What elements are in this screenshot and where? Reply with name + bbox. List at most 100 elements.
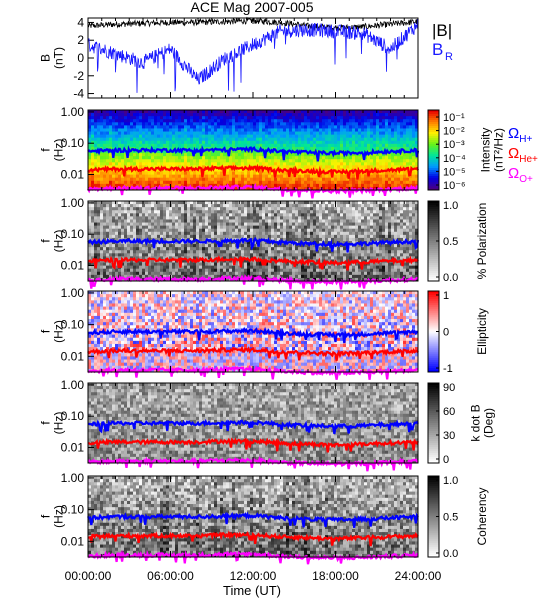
heatmap-cell bbox=[265, 219, 269, 223]
heatmap-cell bbox=[202, 262, 206, 267]
heatmap-cell bbox=[241, 222, 245, 227]
heatmap-cell bbox=[154, 122, 158, 126]
heatmap-cell bbox=[250, 216, 254, 220]
heatmap-cell bbox=[352, 116, 356, 120]
heatmap-cell bbox=[202, 146, 206, 151]
heatmap-cell bbox=[328, 140, 332, 145]
heatmap-cell bbox=[286, 137, 290, 142]
heatmap-cell bbox=[205, 134, 209, 139]
heatmap-cell bbox=[316, 146, 320, 151]
heatmap-cell bbox=[121, 256, 125, 260]
heatmap-cell bbox=[253, 268, 257, 273]
heatmap-cell bbox=[412, 174, 416, 179]
heatmap-cell bbox=[304, 125, 308, 129]
heatmap-cell bbox=[310, 186, 314, 191]
heatmap-cell bbox=[127, 201, 131, 205]
heatmap-cell bbox=[268, 177, 272, 182]
colorbar-tick-label: 10⁻³ bbox=[443, 139, 465, 151]
heatmap-cell bbox=[94, 128, 98, 132]
heatmap-cell bbox=[286, 265, 290, 270]
heatmap-cell bbox=[295, 183, 299, 188]
heatmap-cell bbox=[217, 207, 221, 211]
heatmap-cell bbox=[118, 134, 122, 139]
heatmap-cell bbox=[133, 234, 137, 239]
heatmap-cell bbox=[307, 274, 311, 279]
heatmap-cell bbox=[325, 146, 329, 151]
heatmap-cell bbox=[241, 122, 245, 126]
heatmap-cell bbox=[118, 244, 122, 248]
heatmap-cell bbox=[97, 131, 101, 136]
heatmap-cell bbox=[385, 153, 389, 157]
heatmap-cell bbox=[226, 234, 230, 239]
heatmap-cell bbox=[409, 162, 413, 166]
heatmap-cell bbox=[184, 110, 188, 114]
heatmap-cell bbox=[268, 210, 272, 214]
heatmap-cell bbox=[394, 171, 398, 176]
heatmap-cell bbox=[184, 237, 188, 242]
heatmap-cell bbox=[190, 153, 194, 157]
heatmap-cell bbox=[169, 210, 173, 214]
heatmap-cell bbox=[271, 128, 275, 132]
heatmap-cell bbox=[184, 150, 188, 154]
heatmap-cell bbox=[214, 168, 218, 172]
heatmap-cell bbox=[199, 247, 203, 251]
heatmap-cell bbox=[124, 131, 128, 136]
heatmap-cell bbox=[172, 113, 176, 117]
heatmap-cell bbox=[244, 216, 248, 220]
heatmap-cell bbox=[238, 174, 242, 179]
heatmap-cell bbox=[109, 153, 113, 157]
heatmap-cell bbox=[370, 180, 374, 185]
heatmap-cell bbox=[370, 156, 374, 160]
heatmap-cell bbox=[187, 210, 191, 214]
heatmap-cell bbox=[178, 183, 182, 188]
heatmap-cell bbox=[208, 228, 212, 233]
heatmap-cell bbox=[250, 177, 254, 182]
heatmap-cell bbox=[406, 153, 410, 157]
heatmap-cell bbox=[376, 146, 380, 151]
heatmap-cell bbox=[304, 180, 308, 185]
heatmap-cell bbox=[229, 250, 233, 254]
heatmap-cell bbox=[172, 213, 176, 217]
heatmap-cell bbox=[343, 125, 347, 129]
heatmap-cell bbox=[292, 237, 296, 242]
heatmap-cell bbox=[313, 131, 317, 136]
heatmap-cell bbox=[178, 174, 182, 179]
heatmap-cell bbox=[268, 219, 272, 223]
heatmap-cell bbox=[199, 244, 203, 248]
heatmap-cell bbox=[262, 204, 266, 208]
heatmap-cell bbox=[163, 213, 167, 217]
heatmap-cell bbox=[103, 110, 107, 114]
heatmap-cell bbox=[151, 128, 155, 132]
heatmap-cell bbox=[115, 143, 119, 148]
heatmap-cell bbox=[214, 228, 218, 233]
heatmap-cell bbox=[364, 174, 368, 179]
heatmap-cell bbox=[88, 137, 92, 142]
heatmap-cell bbox=[232, 153, 236, 157]
heatmap-cell bbox=[184, 165, 188, 169]
heatmap-cell bbox=[196, 140, 200, 145]
heatmap-cell bbox=[265, 268, 269, 273]
heatmap-cell bbox=[97, 156, 101, 160]
heatmap-cell bbox=[289, 244, 293, 248]
heatmap-cell bbox=[127, 134, 131, 139]
heatmap-cell bbox=[379, 128, 383, 132]
heatmap-cell bbox=[343, 174, 347, 179]
heatmap-cell bbox=[310, 122, 314, 126]
heatmap-cell bbox=[271, 213, 275, 217]
heatmap-cell bbox=[208, 277, 212, 282]
heatmap-cell bbox=[277, 162, 281, 166]
heatmap-cell bbox=[127, 137, 131, 142]
heatmap-cell bbox=[415, 125, 419, 129]
heatmap-cell bbox=[286, 116, 290, 120]
heatmap-cell bbox=[190, 213, 194, 217]
heatmap-cell bbox=[385, 128, 389, 132]
heatmap-cell bbox=[292, 247, 296, 251]
heatmap-cell bbox=[166, 125, 170, 129]
heatmap-cell bbox=[121, 213, 125, 217]
heatmap-cell bbox=[412, 168, 416, 172]
heatmap-cell bbox=[136, 204, 140, 208]
heatmap-cell bbox=[223, 113, 227, 117]
heatmap-cell bbox=[199, 262, 203, 267]
heatmap-cell bbox=[415, 131, 419, 136]
heatmap-cell bbox=[277, 125, 281, 129]
